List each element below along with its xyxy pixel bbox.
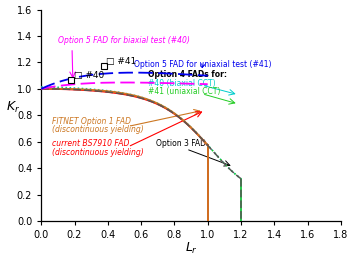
- Text: (discontinuous yielding): (discontinuous yielding): [52, 125, 144, 134]
- Text: #40 (biaxial CCT): #40 (biaxial CCT): [148, 79, 215, 88]
- Text: Option 5 FAD for uniaxial test (#41): Option 5 FAD for uniaxial test (#41): [135, 60, 272, 69]
- Text: current BS7910 FAD: current BS7910 FAD: [52, 139, 130, 148]
- Text: Option 5 FAD for biaxial test (#40): Option 5 FAD for biaxial test (#40): [58, 36, 190, 45]
- Text: #41 (uniaxial CCT): #41 (uniaxial CCT): [148, 87, 220, 96]
- Text: □ #40: □ #40: [74, 71, 104, 80]
- Text: Option 4 FADs for:: Option 4 FADs for:: [148, 70, 227, 79]
- Text: Option 3 FAD: Option 3 FAD: [156, 139, 206, 148]
- Text: FITNET Option 1 FAD: FITNET Option 1 FAD: [52, 117, 131, 126]
- X-axis label: $L_r$: $L_r$: [184, 241, 198, 256]
- Text: □ #41: □ #41: [106, 57, 136, 66]
- Text: (discontinuous yielding): (discontinuous yielding): [52, 148, 144, 157]
- Y-axis label: $K_r$: $K_r$: [6, 100, 20, 115]
